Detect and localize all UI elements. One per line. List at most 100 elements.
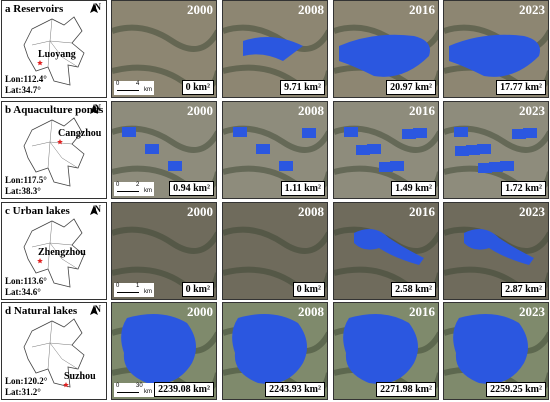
district-lines <box>31 18 79 68</box>
satellite-image: 2016 20.97 km² <box>333 0 439 98</box>
province-outline <box>23 16 85 86</box>
scale-end: 30 <box>136 383 143 389</box>
scale-end: 2 <box>136 182 140 188</box>
lat-label: Lat:31.2° <box>5 387 41 397</box>
water <box>523 128 537 138</box>
map-panel: c Urban lakes N Zhengzhou Lon:113.6° Lat:34.… <box>1 202 107 300</box>
water <box>402 129 416 139</box>
panel-letter: d <box>5 305 12 317</box>
water <box>344 127 358 137</box>
panel-title: c Urban lakes <box>5 205 70 217</box>
water <box>390 161 404 171</box>
panel-letter: a <box>5 3 11 15</box>
water <box>243 37 303 61</box>
area-label: 2271.98 km² <box>376 382 436 397</box>
scale-unit: km <box>144 188 152 194</box>
image-content <box>223 314 327 394</box>
water <box>464 229 534 265</box>
year-label: 2023 <box>519 304 545 319</box>
lat-label: Lat:34.6° <box>5 287 41 297</box>
area-label: 0 km² <box>181 282 214 297</box>
year-label: 2000 <box>187 103 213 118</box>
satellite-image: 2000 0 km² 0 1 km <box>111 202 217 300</box>
scale-end: 1 <box>136 283 140 289</box>
year-label: 2023 <box>519 2 545 17</box>
water <box>256 144 270 154</box>
category-title: Urban lakes <box>12 205 70 217</box>
map-panel: b Aquaculture ponds N Cangzhou Lon:117.5° La… <box>1 101 107 199</box>
water <box>489 162 503 172</box>
water <box>339 34 430 77</box>
city-star <box>63 382 69 388</box>
city-label: Suzhou <box>64 371 96 382</box>
satellite-image: 2016 2.58 km² <box>333 202 439 300</box>
panel-title: d Natural lakes <box>5 305 77 317</box>
scale-bar: 0 1 km <box>114 283 154 297</box>
scale-start: 0 <box>116 283 120 289</box>
area-label: 0 km² <box>181 80 214 95</box>
water <box>343 314 418 384</box>
water <box>478 163 492 173</box>
map <box>23 205 98 288</box>
lon-label: Lon:117.5° <box>5 175 47 185</box>
satellite-image: 2016 2271.98 km² <box>333 302 439 400</box>
area-label: 1.49 km² <box>391 181 436 196</box>
area-label: 2.58 km² <box>391 282 436 297</box>
area-label: 2259.25 km² <box>486 382 546 397</box>
city-star <box>57 139 63 145</box>
map <box>23 305 98 388</box>
scale-end: 4 <box>136 81 140 87</box>
area-label: 1.11 km² <box>280 181 325 196</box>
area-label: 2243.93 km² <box>265 382 325 397</box>
scale-bar: 0 4 km <box>114 81 154 95</box>
district-lines <box>31 320 79 370</box>
area-label: 0.94 km² <box>169 181 214 196</box>
district-lines <box>31 119 79 169</box>
panel-title: b Aquaculture ponds <box>5 104 103 116</box>
water <box>356 145 370 155</box>
north-label: N <box>94 204 102 214</box>
scale-start: 0 <box>116 182 120 188</box>
north-label: N <box>94 2 102 12</box>
satellite-image: 2016 1.49 km² <box>333 101 439 199</box>
map-panel: d Natural lakes N Suzhou Lon:120.2° Lat:31.2… <box>1 302 107 400</box>
district-lines <box>31 220 79 270</box>
satellite-image: 2023 2259.25 km² <box>443 302 549 400</box>
panel-letter: c <box>5 205 10 217</box>
map-panel: a Reservoirs N Luoyang Lon:112.4° Lat:34.7° <box>1 0 107 98</box>
lat-label: Lat:34.7° <box>5 85 41 95</box>
panel-title: a Reservoirs <box>5 3 63 15</box>
water <box>466 145 480 155</box>
panel-letter: b <box>5 104 12 116</box>
year-label: 2023 <box>519 103 545 118</box>
scale-bar: 0 2 km <box>114 182 154 196</box>
scale-line <box>117 191 139 192</box>
water <box>512 129 526 139</box>
area-label: 9.71 km² <box>280 80 325 95</box>
province-outline <box>23 218 85 288</box>
year-label: 2016 <box>409 204 435 219</box>
area-label: 20.97 km² <box>386 80 436 95</box>
scale-unit: km <box>144 87 152 93</box>
area-label: 0 km² <box>292 282 325 297</box>
water <box>379 162 393 172</box>
scale-line <box>117 292 139 293</box>
satellite-image: 2008 1.11 km² <box>222 101 328 199</box>
water <box>454 127 468 137</box>
lon-label: Lon:113.6° <box>5 276 47 286</box>
water <box>233 127 247 137</box>
north-arrow <box>90 3 98 13</box>
year-label: 2016 <box>409 304 435 319</box>
year-label: 2000 <box>187 2 213 17</box>
year-label: 2000 <box>187 204 213 219</box>
lat-label: Lat:38.3° <box>5 186 41 196</box>
satellite-image: 2008 0 km² <box>222 202 328 300</box>
year-label: 2008 <box>298 103 324 118</box>
water <box>302 128 316 138</box>
north-arrow <box>90 104 98 114</box>
year-label: 2016 <box>409 2 435 17</box>
north-label: N <box>94 103 102 113</box>
city-label: Cangzhou <box>58 128 102 139</box>
lon-label: Lon:120.2° <box>5 376 48 386</box>
satellite-image: 2008 2243.93 km² <box>222 302 328 400</box>
